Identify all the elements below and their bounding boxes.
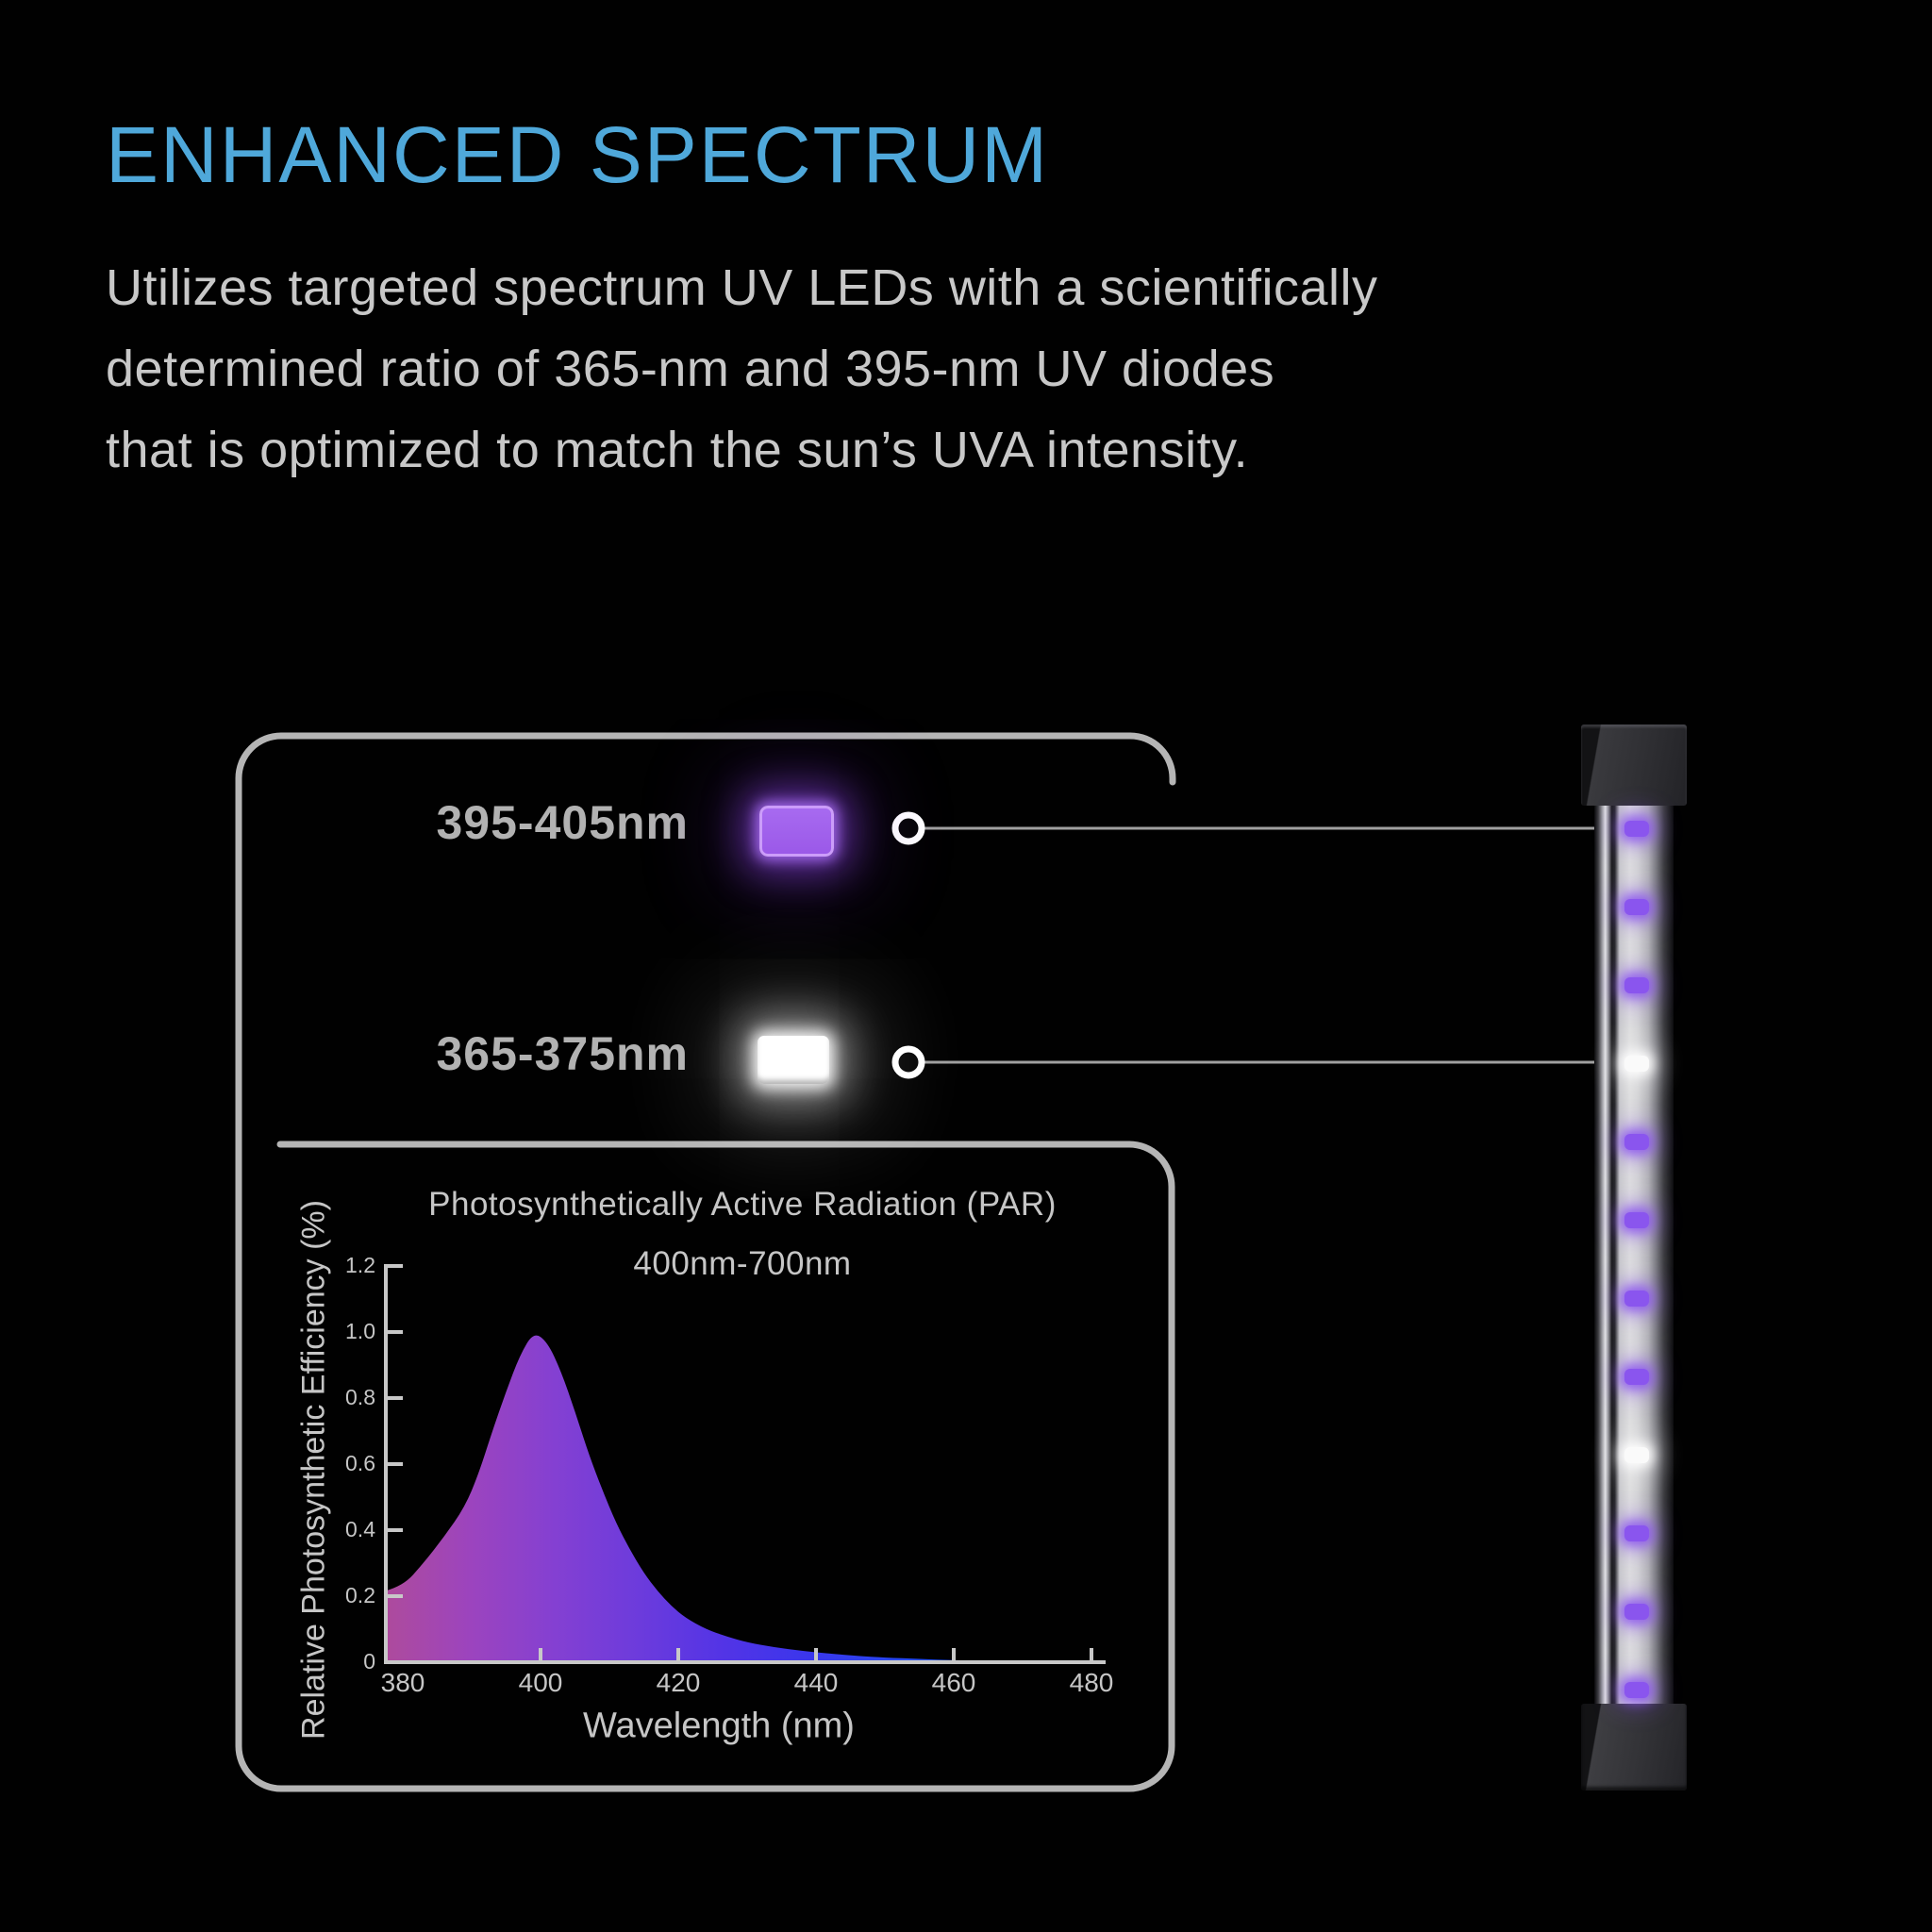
spectrum-curve xyxy=(385,1335,1091,1662)
y-tick-label: 0.8 xyxy=(345,1385,375,1409)
led-bar-bottom-cap xyxy=(1581,1704,1687,1790)
chart-subtitle: 400nm-700nm xyxy=(633,1245,852,1282)
led-purple-dot-icon xyxy=(1624,1525,1649,1541)
led-purple-dot-icon xyxy=(1624,1369,1649,1385)
led-purple-dot-icon xyxy=(1624,821,1649,837)
intro-line: that is optimized to match the sun’s UVA… xyxy=(106,422,1249,478)
legend-label-395-405nm: 395-405nm xyxy=(436,796,689,849)
x-tick-label: 380 xyxy=(380,1668,425,1697)
led-purple-dot-icon xyxy=(1624,1604,1649,1620)
led-purple-dot-icon xyxy=(1624,977,1649,993)
led-bar-top-cap xyxy=(1581,724,1687,806)
y-tick-label: 1.0 xyxy=(345,1319,375,1343)
x-tick-label: 420 xyxy=(656,1668,701,1697)
led-purple-dot-icon xyxy=(1624,1134,1649,1150)
y-tick-label: 0.2 xyxy=(345,1583,375,1607)
led-purple-dot-icon xyxy=(1624,1291,1649,1307)
x-axis-label: Wavelength (nm) xyxy=(583,1706,855,1746)
y-tick-label: 0.6 xyxy=(345,1451,375,1475)
led-chip-365-375nm-icon xyxy=(758,1036,829,1084)
led-white-dot-icon xyxy=(1624,1056,1649,1072)
led-purple-dot-icon xyxy=(1624,899,1649,915)
page-title: ENHANCED SPECTRUM xyxy=(106,110,1050,199)
led-purple-dot-icon xyxy=(1624,1212,1649,1228)
x-tick-label: 440 xyxy=(793,1668,839,1697)
chart-title: Photosynthetically Active Radiation (PAR… xyxy=(428,1186,1057,1223)
legend-label-365-375nm: 365-375nm xyxy=(436,1027,689,1080)
y-tick-label: 1.2 xyxy=(345,1253,375,1277)
intro-line: Utilizes targeted spectrum UV LEDs with … xyxy=(106,259,1378,316)
led-bar-body xyxy=(1594,804,1674,1707)
led-white-dot-icon xyxy=(1624,1447,1649,1463)
intro-paragraph: Utilizes targeted spectrum UV LEDs with … xyxy=(106,247,1377,491)
connector-dot-icon xyxy=(891,1045,925,1079)
x-tick-label: 460 xyxy=(931,1668,976,1697)
x-tick-label: 480 xyxy=(1069,1668,1114,1697)
y-tick-label: 0 xyxy=(363,1649,375,1674)
led-chip-395-405nm-icon xyxy=(759,806,834,857)
x-tick-label: 400 xyxy=(518,1668,563,1697)
connector-dot-icon xyxy=(891,811,925,845)
intro-line: determined ratio of 365-nm and 395-nm UV… xyxy=(106,341,1275,397)
y-tick-label: 0.4 xyxy=(345,1517,375,1541)
diagram-frame-border xyxy=(235,732,1176,1792)
led-purple-dot-icon xyxy=(1624,1682,1649,1698)
